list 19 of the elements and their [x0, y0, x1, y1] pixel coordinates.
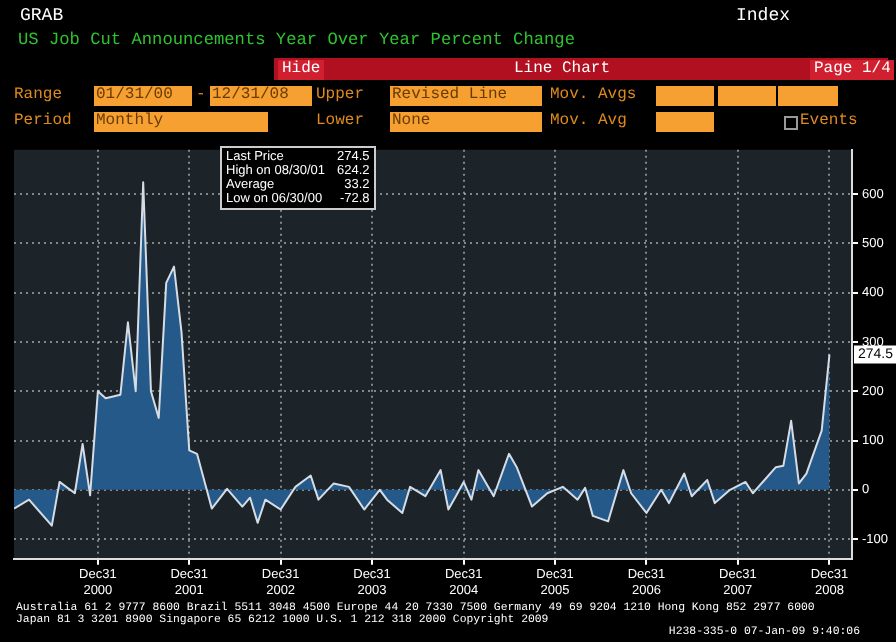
text: Index [736, 6, 791, 26]
text: Page 1/4 [810, 60, 895, 80]
text: Revised Line [390, 86, 542, 106]
chart-title: US Job Cut Announcements Year Over Year Percent Change [18, 30, 575, 50]
text: Line Chart [511, 60, 612, 80]
text: Mov. Avgs [550, 86, 637, 106]
text: 01/31/00 [94, 86, 192, 106]
text: Period [14, 112, 72, 132]
text: Events [800, 112, 858, 132]
text: 12/31/08 [210, 86, 312, 106]
text: Lower [316, 112, 365, 132]
text: Monthly [94, 112, 268, 132]
text: Upper [316, 86, 365, 106]
text: - [196, 86, 206, 106]
text: Hide [278, 60, 325, 80]
text: Range [14, 86, 63, 106]
text: Mov. Avg [550, 112, 627, 132]
text: GRAB [20, 6, 64, 26]
text: None [390, 112, 542, 132]
